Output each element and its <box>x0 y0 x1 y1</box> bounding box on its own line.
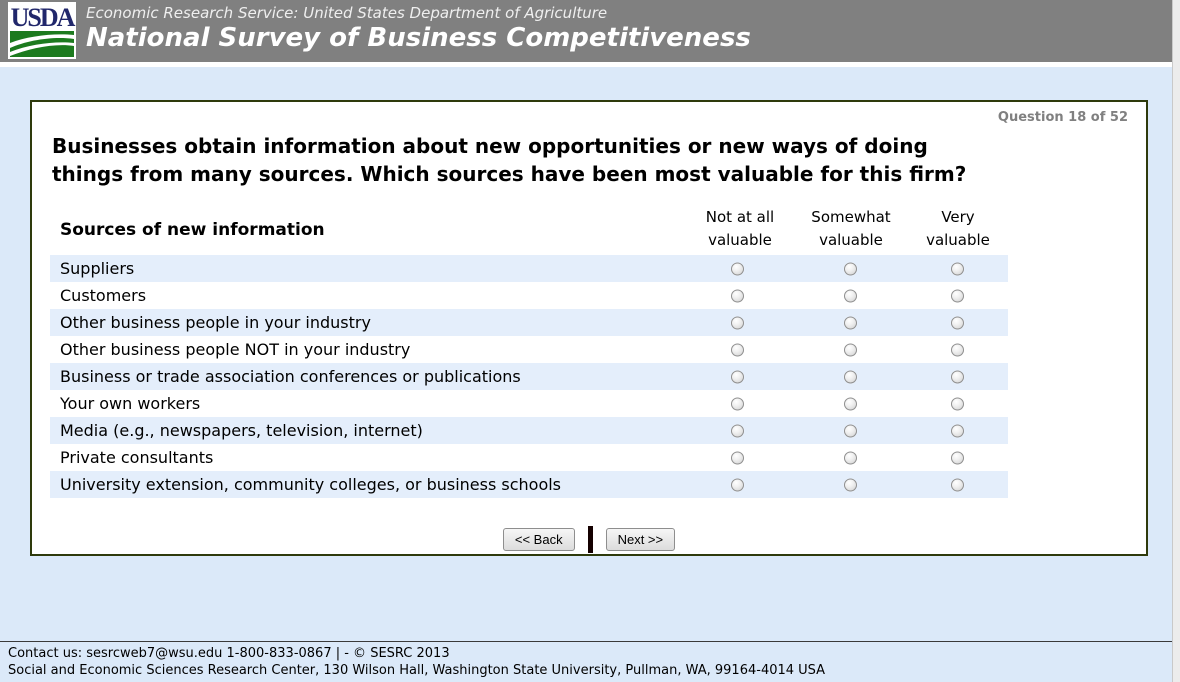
row-label: Business or trade association conference… <box>60 367 521 386</box>
radio-very-valuable[interactable] <box>951 289 964 302</box>
footer-divider <box>0 641 1180 642</box>
table-row: Business or trade association conference… <box>50 363 1008 390</box>
radio-very-valuable[interactable] <box>951 451 964 464</box>
table-row: Other business people in your industry <box>50 309 1008 336</box>
table-row: Private consultants <box>50 444 1008 471</box>
agency-line: Economic Research Service: United States… <box>86 4 608 22</box>
radio-very-valuable[interactable] <box>951 370 964 383</box>
radio-not-at-all-valuable[interactable] <box>731 343 744 356</box>
row-label: Media (e.g., newspapers, television, int… <box>60 421 423 440</box>
row-label: Customers <box>60 286 147 305</box>
radio-somewhat-valuable[interactable] <box>844 370 857 383</box>
usda-logo: USDA <box>8 2 76 59</box>
back-button[interactable]: << Back <box>502 528 575 551</box>
header-banner: USDA Economic Research Service: United S… <box>0 0 1180 62</box>
nav-buttons: << Back Next >> <box>32 526 1146 553</box>
row-label: Private consultants <box>60 448 214 467</box>
question-text: Businesses obtain information about new … <box>52 132 1132 188</box>
table-row: Suppliers <box>50 255 1008 282</box>
question-counter: Question 18 of 52 <box>997 110 1128 125</box>
radio-very-valuable[interactable] <box>951 397 964 410</box>
column-header-not-at-all-valuable: Not at all valuable <box>705 208 775 249</box>
sources-column-header: Sources of new information <box>60 220 325 240</box>
question-text-line2: things from many sources. Which sources … <box>52 162 967 186</box>
column-header-very-valuable: Very valuable <box>926 208 990 249</box>
radio-somewhat-valuable[interactable] <box>844 478 857 491</box>
column-header-somewhat-valuable: Somewhat valuable <box>811 208 891 249</box>
question-panel: Question 18 of 52 Businesses obtain info… <box>30 100 1148 556</box>
table-row: Your own workers <box>50 390 1008 417</box>
radio-very-valuable[interactable] <box>951 262 964 275</box>
radio-somewhat-valuable[interactable] <box>844 343 857 356</box>
radio-somewhat-valuable[interactable] <box>844 397 857 410</box>
button-separator <box>587 526 593 553</box>
footer-contact-line: Contact us: sesrcweb7@wsu.edu 1-800-833-… <box>8 646 450 661</box>
scrollbar[interactable] <box>1172 0 1180 682</box>
radio-not-at-all-valuable[interactable] <box>731 478 744 491</box>
radio-not-at-all-valuable[interactable] <box>731 370 744 383</box>
radio-very-valuable[interactable] <box>951 343 964 356</box>
radio-very-valuable[interactable] <box>951 478 964 491</box>
footer: Contact us: sesrcweb7@wsu.edu 1-800-833-… <box>8 645 825 679</box>
radio-not-at-all-valuable[interactable] <box>731 397 744 410</box>
row-label: Your own workers <box>60 394 201 413</box>
radio-somewhat-valuable[interactable] <box>844 289 857 302</box>
radio-not-at-all-valuable[interactable] <box>731 424 744 437</box>
radio-somewhat-valuable[interactable] <box>844 262 857 275</box>
radio-not-at-all-valuable[interactable] <box>731 289 744 302</box>
row-label: Other business people NOT in your indust… <box>60 340 411 359</box>
footer-address-line: Social and Economic Sciences Research Ce… <box>8 663 826 678</box>
table-row: University extension, community colleges… <box>50 471 1008 498</box>
row-label: Suppliers <box>60 259 135 278</box>
radio-somewhat-valuable[interactable] <box>844 451 857 464</box>
radio-not-at-all-valuable[interactable] <box>731 316 744 329</box>
radio-not-at-all-valuable[interactable] <box>731 451 744 464</box>
usda-logo-swoosh-icon <box>10 31 74 57</box>
table-row: Media (e.g., newspapers, television, int… <box>50 417 1008 444</box>
radio-not-at-all-valuable[interactable] <box>731 262 744 275</box>
next-button[interactable]: Next >> <box>605 528 676 551</box>
radio-somewhat-valuable[interactable] <box>844 316 857 329</box>
survey-title: National Survey of Business Competitiven… <box>86 23 751 53</box>
radio-very-valuable[interactable] <box>951 316 964 329</box>
usda-logo-text: USDA <box>10 2 76 32</box>
radio-somewhat-valuable[interactable] <box>844 424 857 437</box>
radio-very-valuable[interactable] <box>951 424 964 437</box>
table-row: Other business people NOT in your indust… <box>50 336 1008 363</box>
question-text-line1: Businesses obtain information about new … <box>52 134 928 158</box>
row-label: Other business people in your industry <box>60 313 371 332</box>
header-divider <box>0 62 1180 67</box>
row-label: University extension, community colleges… <box>60 475 562 494</box>
table-row: Customers <box>50 282 1008 309</box>
answer-table: Suppliers Customers Other business peopl… <box>50 255 1008 498</box>
